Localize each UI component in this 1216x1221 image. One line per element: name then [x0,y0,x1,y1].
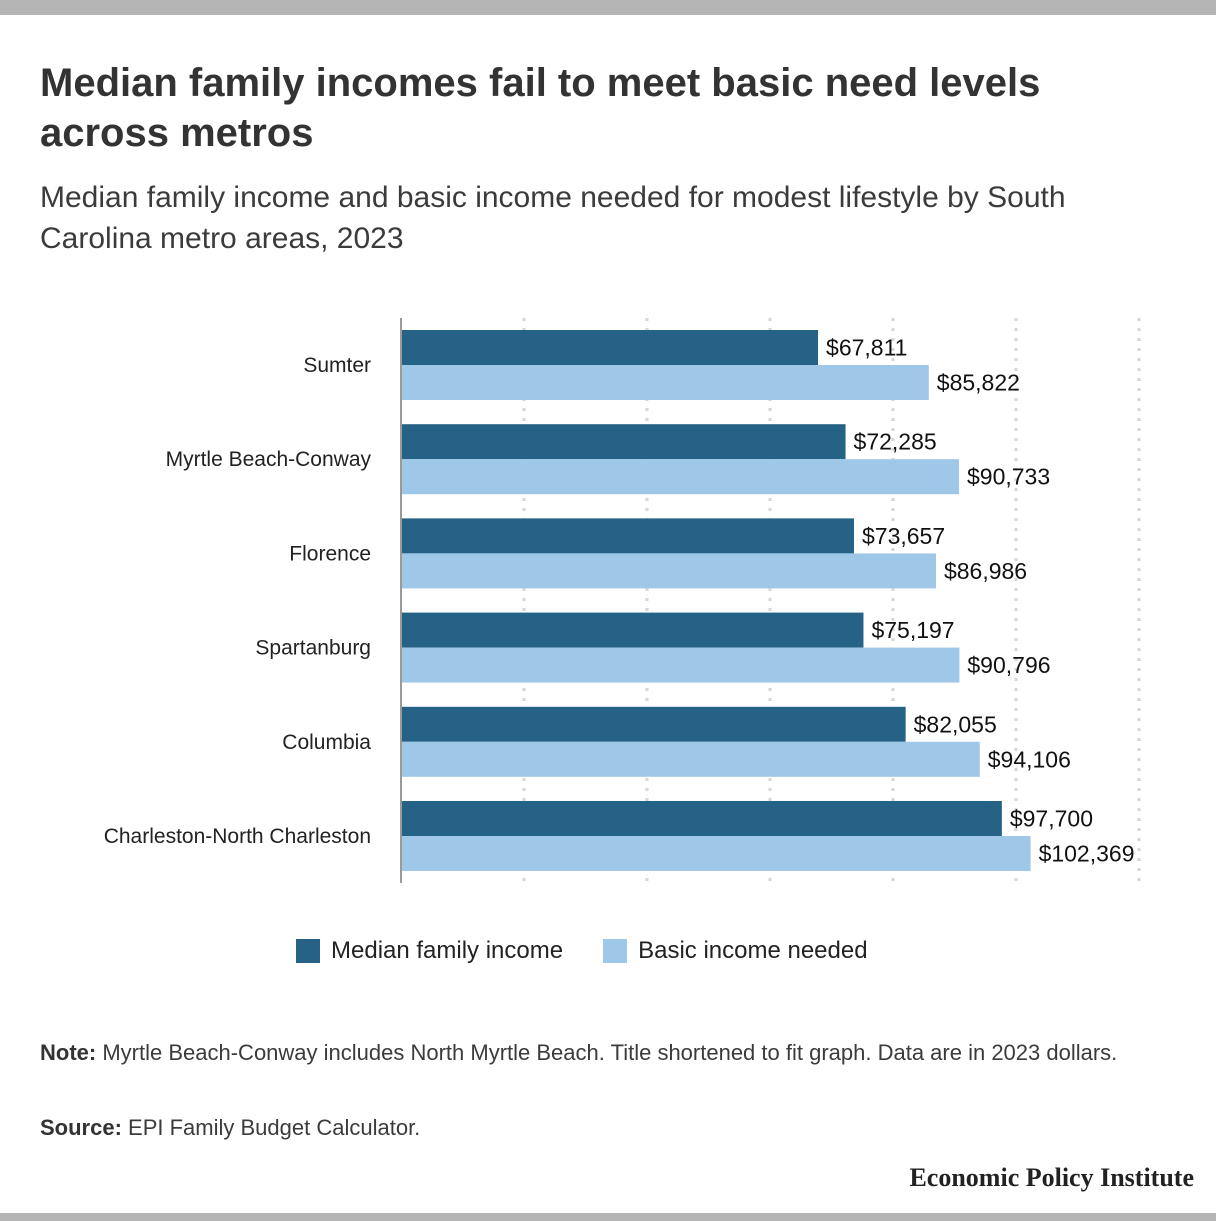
bar-chart: Sumter $67,811 $85,822 Myrtle Beach-Conway $… [104,318,1141,883]
bar-basic-income [401,459,960,495]
data-label: $94,106 [988,746,1071,772]
chart-source: Source: EPI Family Budget Calculator. [40,1112,1180,1143]
bar-median-income [401,330,819,365]
legend-label-basic: Basic income needed [638,937,868,964]
chart-title: Median family incomes fail to meet basic… [40,61,1041,155]
chart-subtitle: Median family income and basic income ne… [40,181,1066,255]
legend-swatch-basic [603,939,628,963]
chart-note: Note: Myrtle Beach-Conway includes North… [40,1037,1180,1068]
bar-basic-income [401,365,929,400]
bar-basic-income [401,836,1031,871]
bar-basic-income [401,553,936,589]
data-label: $73,657 [862,523,945,549]
data-label: $86,986 [944,558,1027,584]
bar-median-income [401,706,906,742]
category-label: Sumter [303,354,371,377]
data-label: $102,369 [1039,841,1135,867]
bottom-border [0,1213,1216,1221]
category-label: Columbia [282,731,371,754]
data-label: $90,796 [967,652,1050,678]
brand-logo-text: Economic Policy Institute [909,1163,1194,1192]
source-text: EPI Family Budget Calculator. [128,1115,421,1140]
legend-item-median: Median family income [296,937,563,965]
bar-median-income [401,801,1002,836]
chart-legend: Median family income Basic income needed [296,937,908,965]
data-label: $90,733 [967,464,1050,490]
legend-label-median: Median family income [331,937,564,964]
legend-item-basic: Basic income needed [603,937,868,965]
bar-median-income [401,612,864,648]
source-label: Source: [40,1115,122,1140]
data-label: $75,197 [871,617,954,643]
data-label: $67,811 [826,335,907,361]
data-label: $85,822 [937,370,1020,396]
note-label: Note: [40,1040,97,1065]
category-label: Florence [289,542,371,565]
data-label: $72,285 [854,429,937,455]
bar-basic-income [401,741,980,777]
data-label: $97,700 [1010,806,1093,832]
bar-median-income [401,424,846,460]
legend-swatch-median [296,939,320,963]
data-label: $82,055 [914,711,997,737]
category-label: Spartanburg [255,637,371,660]
top-border [0,0,1216,15]
category-label: Myrtle Beach-Conway [166,448,372,471]
bar-basic-income [401,647,960,683]
note-text: Myrtle Beach-Conway includes North Myrtl… [102,1040,1118,1065]
bar-median-income [401,518,854,554]
category-label: Charleston-North Charleston [104,825,371,848]
